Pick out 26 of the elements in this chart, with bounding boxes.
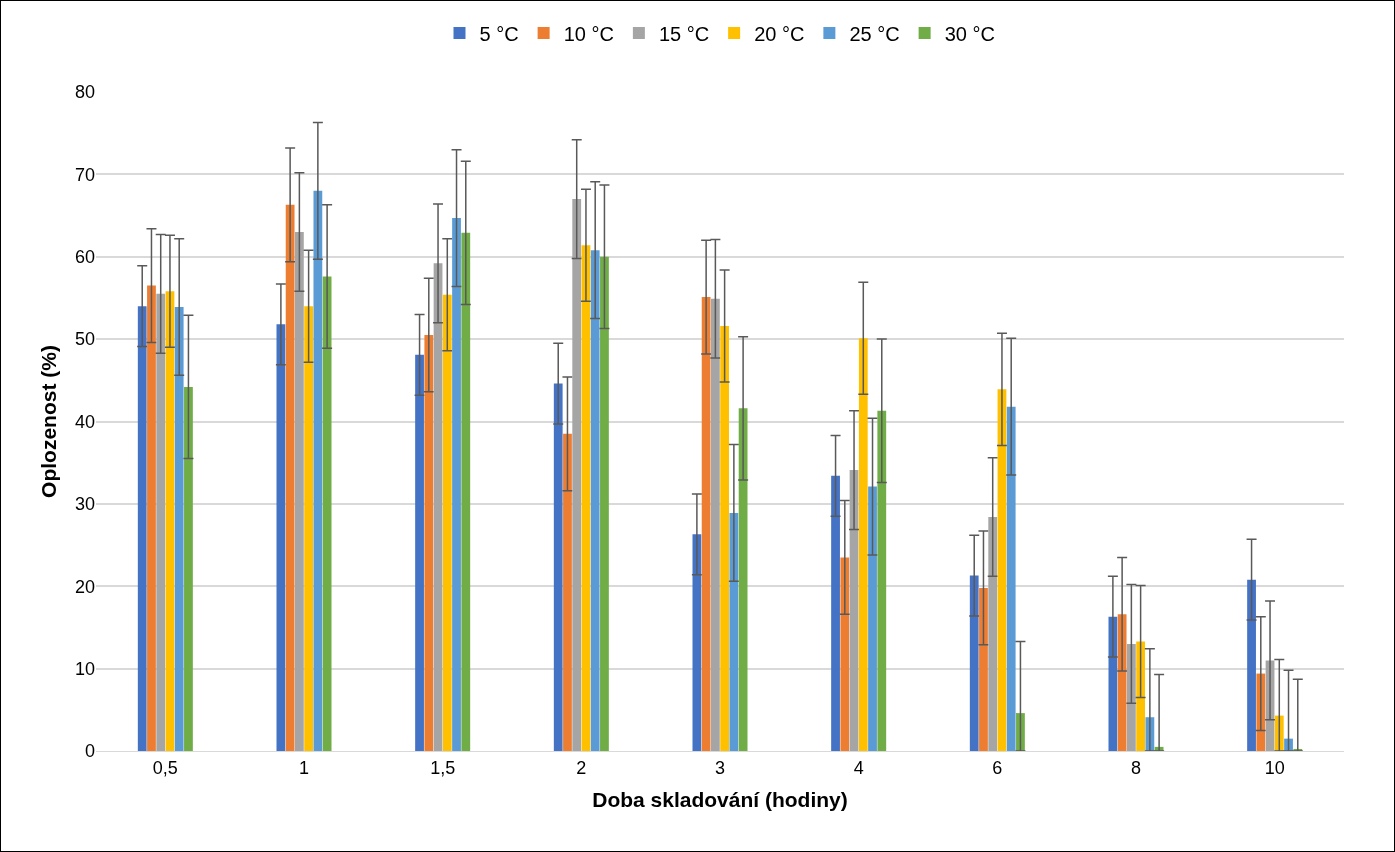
x-tick-label: 6 — [992, 757, 1003, 778]
y-tick-label: 20 — [74, 576, 95, 597]
y-axis-title: Oplozenost (%) — [37, 345, 61, 498]
x-tick-label: 4 — [853, 757, 864, 778]
y-tick-label: 80 — [74, 82, 95, 103]
x-tick-label: 8 — [1130, 757, 1142, 778]
y-tick-label: 50 — [74, 329, 95, 350]
legend-label: 25 °C — [849, 22, 900, 45]
x-tick-label: 10 — [1264, 757, 1285, 778]
x-tick-label: 3 — [714, 757, 726, 778]
x-tick-label: 1 — [298, 757, 310, 778]
legend-label: 20 °C — [754, 22, 805, 45]
x-tick-label: 1,5 — [430, 757, 456, 778]
x-axis-title: Doba skladování (hodiny) — [592, 787, 848, 811]
y-tick-label: 10 — [74, 658, 95, 679]
y-tick-label: 70 — [74, 164, 95, 185]
y-tick-label: 30 — [74, 494, 95, 515]
y-tick-label: 0 — [84, 741, 95, 762]
x-tick-label: 0,5 — [152, 757, 178, 778]
legend-label: 5 °C — [479, 22, 519, 45]
legend-label: 15 °C — [658, 22, 710, 45]
legend-label: 10 °C — [563, 22, 614, 45]
legend-label: 30 °C — [944, 22, 995, 45]
y-tick-label: 40 — [74, 411, 95, 432]
x-tick-label: 2 — [576, 757, 587, 778]
y-tick-label: 60 — [74, 247, 95, 268]
